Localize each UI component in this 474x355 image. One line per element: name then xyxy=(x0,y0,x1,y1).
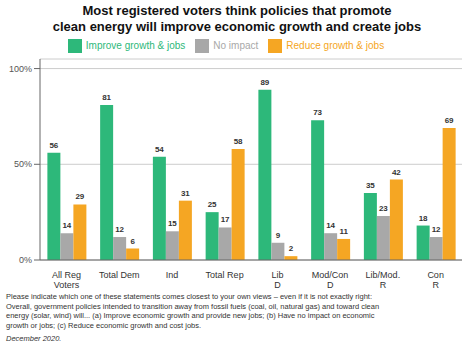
svg-text:Ind: Ind xyxy=(166,270,179,280)
html-text:Most registered voters think p: Most registered voters think policies th… xyxy=(82,3,392,18)
html-text:Improve growth & jobs: Improve growth & jobs xyxy=(85,39,186,51)
svg-text:2: 2 xyxy=(289,244,294,253)
html-text:December 2020.: December 2020. xyxy=(6,334,62,343)
svg-text:31: 31 xyxy=(181,189,190,198)
svg-text:11: 11 xyxy=(339,227,348,236)
svg-text:35: 35 xyxy=(366,181,375,190)
svg-text:Lib/Mod.R: Lib/Mod.R xyxy=(366,270,401,290)
svg-text:73: 73 xyxy=(313,108,322,117)
svg-text:56: 56 xyxy=(49,141,58,150)
svg-text:17: 17 xyxy=(221,215,230,224)
svg-text:12: 12 xyxy=(432,225,441,234)
html-text:Reduce growth & jobs: Reduce growth & jobs xyxy=(286,39,385,51)
svg-text:23: 23 xyxy=(379,204,388,213)
svg-text:42: 42 xyxy=(392,168,401,177)
svg-text:69: 69 xyxy=(445,116,454,125)
svg-text:89: 89 xyxy=(260,78,269,87)
svg-text:50%: 50% xyxy=(14,159,32,169)
svg-text:0%: 0% xyxy=(19,255,32,265)
svg-text:All RegVoters: All RegVoters xyxy=(52,270,81,290)
svg-text:Mod/ConD: Mod/ConD xyxy=(312,270,349,290)
svg-text:9: 9 xyxy=(276,231,281,240)
svg-text:100%: 100% xyxy=(9,64,32,74)
html-text:Please indicate which one of t: Please indicate which one of these state… xyxy=(6,292,380,330)
svg-text:58: 58 xyxy=(234,137,243,146)
svg-text:18: 18 xyxy=(419,214,428,223)
svg-text:15: 15 xyxy=(168,219,177,228)
svg-text:81: 81 xyxy=(102,93,111,102)
svg-text:54: 54 xyxy=(155,145,164,154)
html-text:clean energy will improve econ: clean energy will improve economic growt… xyxy=(52,19,422,34)
svg-text:29: 29 xyxy=(75,192,84,201)
svg-text:6: 6 xyxy=(130,237,135,246)
svg-text:Total Rep: Total Rep xyxy=(206,270,244,280)
html-text:No impact: No impact xyxy=(213,39,259,51)
svg-text:Total Dem: Total Dem xyxy=(99,270,140,280)
svg-text:14: 14 xyxy=(326,221,335,230)
svg-text:12: 12 xyxy=(115,225,124,234)
svg-text:25: 25 xyxy=(208,200,217,209)
svg-text:14: 14 xyxy=(62,221,71,230)
svg-text:ConR: ConR xyxy=(427,270,444,290)
svg-text:LibD: LibD xyxy=(271,270,283,290)
